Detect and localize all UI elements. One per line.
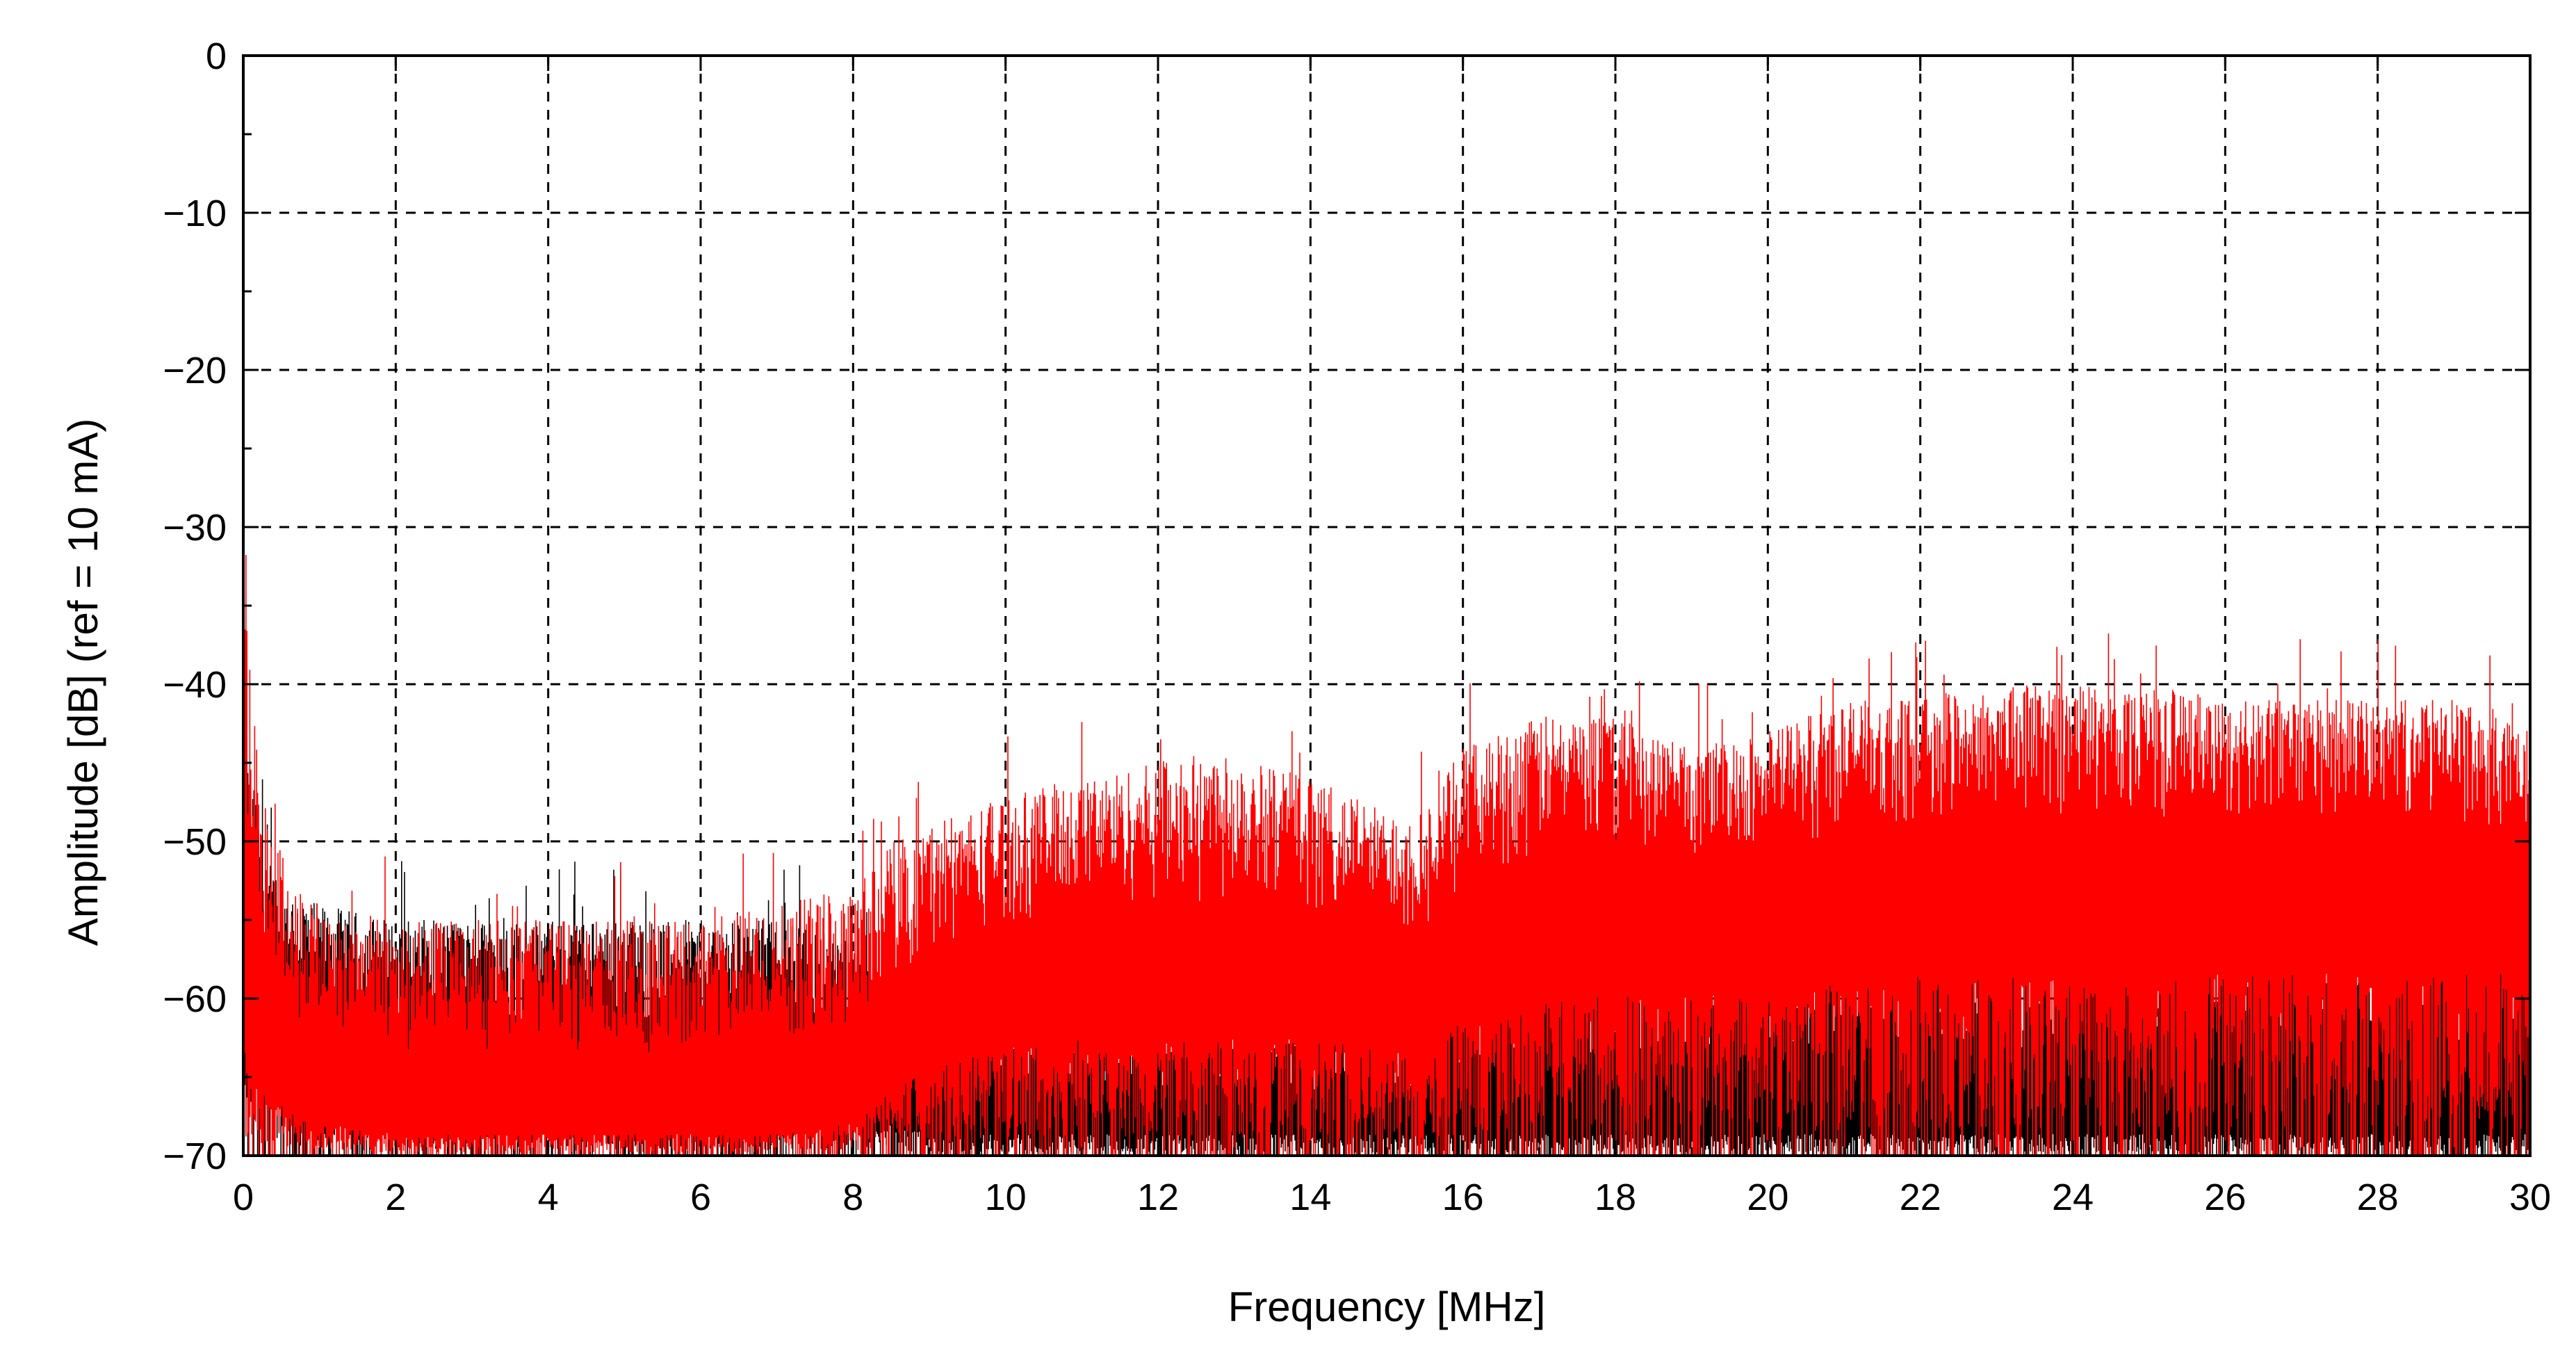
y-tick-label: 0 xyxy=(206,35,227,77)
axis-ticks: 0 2 4 6 8 10 12 14 16 18 20 22 24 26 28 300−10−20−30−40… xyxy=(163,35,2551,1218)
x-tick-label: 16 xyxy=(1442,1177,1484,1218)
y-tick-label: −40 xyxy=(163,664,227,706)
y-axis-label: Amplitude [dB] (ref = 10 mA) xyxy=(60,419,106,946)
x-tick-label: 4 xyxy=(538,1177,559,1218)
x-tick-label: 2 xyxy=(385,1177,406,1218)
x-tick-label: 18 xyxy=(1595,1177,1636,1218)
y-tick-label: −50 xyxy=(163,821,227,863)
x-tick-label: 6 xyxy=(690,1177,711,1218)
y-tick-label: −10 xyxy=(163,193,227,234)
y-tick-label: −60 xyxy=(163,978,227,1020)
x-tick-label: 10 xyxy=(985,1177,1027,1218)
x-tick-label: 12 xyxy=(1137,1177,1179,1218)
x-tick-label: 14 xyxy=(1289,1177,1331,1218)
y-tick-label: −20 xyxy=(163,350,227,391)
x-tick-label: 30 xyxy=(2509,1177,2551,1218)
y-tick-label: −70 xyxy=(163,1135,227,1177)
x-tick-label: 8 xyxy=(842,1177,863,1218)
x-tick-label: 0 xyxy=(233,1177,254,1218)
x-tick-label: 28 xyxy=(2357,1177,2399,1218)
x-tick-label: 24 xyxy=(2052,1177,2094,1218)
y-tick-label: −30 xyxy=(163,507,227,549)
x-axis-label: Frequency [MHz] xyxy=(1228,1284,1546,1330)
x-tick-label: 26 xyxy=(2204,1177,2246,1218)
x-tick-label: 22 xyxy=(1900,1177,1941,1218)
x-tick-label: 20 xyxy=(1747,1177,1788,1218)
